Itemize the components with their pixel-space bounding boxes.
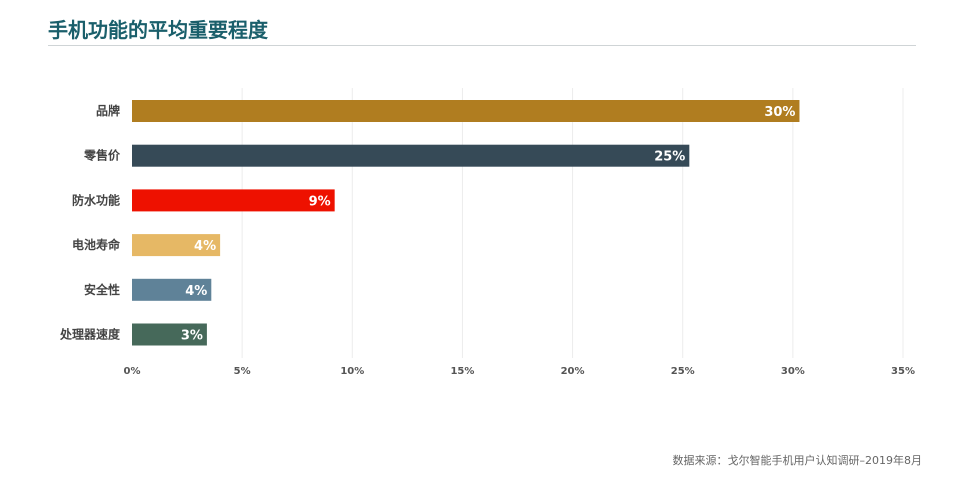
source-note: 数据来源：戈尔智能手机用户认知调研–2019年8月 <box>672 454 923 467</box>
bar <box>132 189 335 212</box>
bar <box>132 323 207 346</box>
x-tick-label: 35% <box>891 366 915 377</box>
category-label: 安全性 <box>84 282 120 297</box>
category-label: 电池寿命 <box>72 237 121 252</box>
bar <box>132 144 690 167</box>
bar <box>132 278 212 301</box>
x-tick-label: 15% <box>450 366 474 377</box>
data-label: 30% <box>764 105 795 120</box>
category-label: 防水功能 <box>72 192 120 207</box>
category-label: 品牌 <box>96 103 120 118</box>
x-tick-label: 0% <box>124 366 141 377</box>
data-label: 4% <box>185 284 207 299</box>
data-label: 3% <box>181 329 203 344</box>
bar <box>132 234 221 257</box>
data-label: 4% <box>194 239 216 254</box>
data-label: 9% <box>309 194 331 209</box>
category-label: 处理器速度 <box>59 327 121 342</box>
data-label: 25% <box>654 150 685 165</box>
chart-title: 手机功能的平均重要程度 <box>48 18 268 42</box>
x-tick-label: 5% <box>234 366 251 377</box>
x-tick-label: 10% <box>340 366 364 377</box>
title-divider <box>48 45 916 46</box>
category-label: 零售价 <box>83 148 121 163</box>
x-tick-label: 25% <box>671 366 695 377</box>
x-tick-label: 20% <box>561 366 585 377</box>
bar <box>132 100 800 122</box>
x-tick-label: 30% <box>781 366 805 377</box>
